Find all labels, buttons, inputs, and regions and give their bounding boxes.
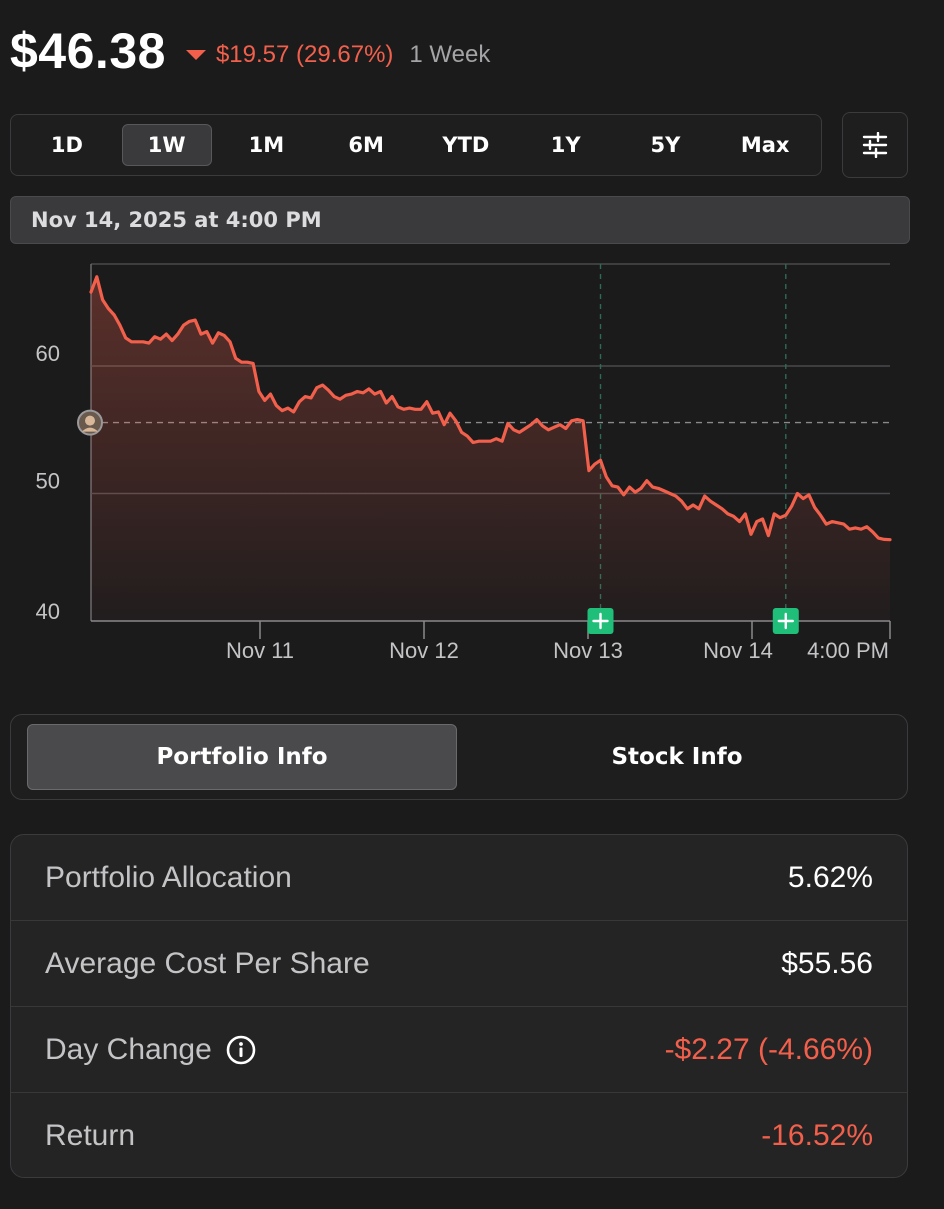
x-tick-label: Nov 14 — [703, 638, 773, 663]
selected-date-label: Nov 14, 2025 at 4:00 PM — [10, 196, 910, 244]
list-item: Portfolio Allocation 5.62% — [11, 835, 907, 921]
range-1m-button[interactable]: 1M — [248, 133, 285, 157]
x-axis-labels: Nov 11 Nov 12 Nov 13 Nov 14 4:00 PM — [226, 638, 889, 663]
info-tabs: Portfolio Info Stock Info — [10, 714, 908, 800]
y-tick-label: 60 — [36, 341, 60, 366]
period-label: 1 Week — [409, 41, 491, 68]
range-1d-button[interactable]: 1D — [50, 133, 83, 157]
day-change-value: -$2.27 (-4.66%) — [664, 1032, 873, 1066]
price-chart[interactable]: 60 50 40 Nov 11 Nov 12 Nov 13 Nov 14 4:00 PM — [0, 250, 944, 670]
allocation-label: Portfolio Allocation — [45, 860, 292, 894]
buy-marker — [587, 608, 614, 634]
list-item: Return -16.52% — [11, 1093, 907, 1177]
range-5y-button[interactable]: 5Y — [650, 133, 681, 157]
avg-cost-label: Average Cost Per Share — [45, 946, 370, 980]
portfolio-info-card: Portfolio Allocation 5.62% Average Cost … — [10, 834, 908, 1178]
range-max-button[interactable]: Max — [740, 133, 790, 157]
time-range-selector: 1D 1W 1M 6M YTD 1Y 5Y Max — [10, 114, 822, 176]
buy-marker — [772, 608, 799, 634]
avg-cost-value: $55.56 — [781, 946, 873, 980]
range-ytd-button[interactable]: YTD — [442, 133, 490, 157]
y-axis-labels: 60 50 40 — [36, 341, 60, 624]
x-tick-label: Nov 12 — [389, 638, 459, 663]
avatar[interactable] — [77, 409, 103, 436]
day-change-label: Day Change — [45, 1032, 212, 1066]
day-change-label-wrap: Day Change — [45, 1033, 256, 1067]
buy-markers — [587, 608, 799, 634]
current-price: $46.38 — [10, 23, 166, 79]
price-header: $46.38 $19.57 (29.67%) 1 Week — [10, 22, 490, 92]
plus-icon — [777, 612, 794, 630]
list-item: Average Cost Per Share $55.56 — [11, 921, 907, 1007]
range-1w-button[interactable]: 1W — [121, 124, 212, 166]
sliders-icon — [862, 132, 888, 158]
price-area — [91, 276, 890, 621]
avatar-face — [85, 415, 95, 426]
return-value: -16.52% — [761, 1119, 873, 1152]
price-change: $19.57 (29.67%) 1 Week — [185, 41, 491, 69]
range-6m-button[interactable]: 6M — [348, 133, 384, 157]
x-tick-label: Nov 11 — [226, 638, 294, 663]
price-change-value: $19.57 (29.67%) — [215, 41, 394, 68]
chart-settings-button[interactable] — [842, 112, 908, 178]
x-tick-label: Nov 13 — [553, 638, 623, 663]
tab-stock-info[interactable]: Stock Info — [611, 744, 743, 770]
plus-icon — [592, 612, 609, 630]
list-item: Day Change -$2.27 (-4.66%) — [11, 1007, 907, 1093]
price-line — [89, 275, 892, 542]
tab-portfolio-info[interactable]: Portfolio Info — [27, 724, 457, 790]
allocation-value: 5.62% — [787, 860, 873, 894]
range-1y-button[interactable]: 1Y — [550, 133, 581, 157]
y-tick-label: 40 — [36, 599, 60, 624]
return-label: Return — [45, 1119, 136, 1152]
info-icon[interactable] — [226, 1035, 256, 1065]
x-tick-label: 4:00 PM — [807, 638, 889, 663]
down-arrow-icon — [185, 50, 206, 60]
y-tick-label: 50 — [36, 469, 60, 494]
avatar-shoulders — [82, 427, 98, 432]
